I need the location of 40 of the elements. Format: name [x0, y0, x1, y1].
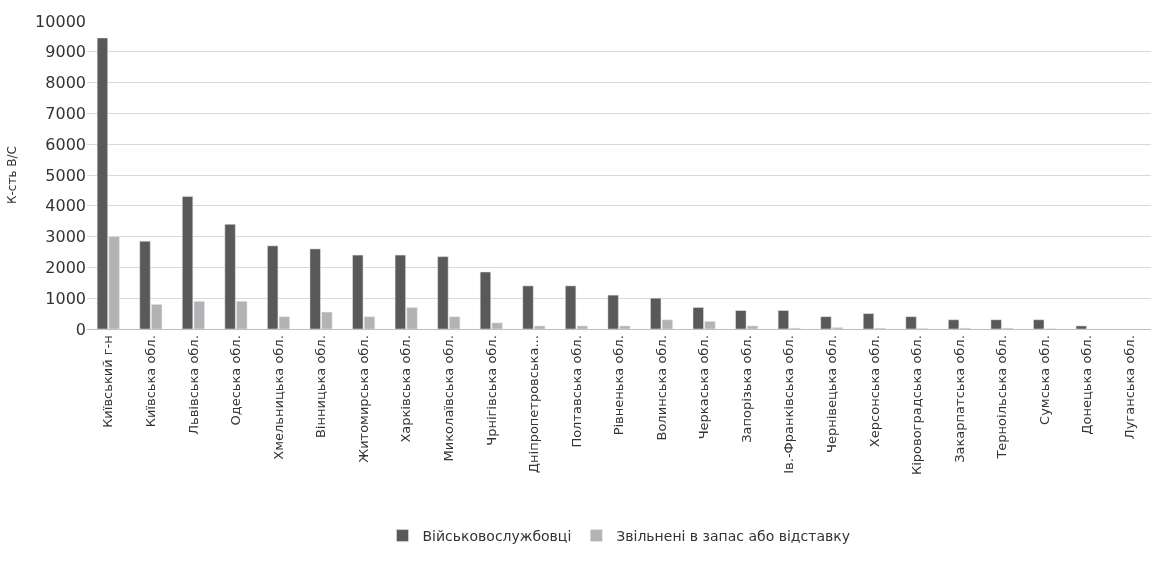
bar [1075, 325, 1087, 329]
y-tick-label: 1000 [45, 288, 86, 308]
y-tick-label: 4000 [45, 196, 86, 216]
x-tick-label: Запорізька обл. [738, 335, 754, 443]
x-tick-label: Житомирська обл. [355, 335, 371, 463]
y-tick-label: 9000 [45, 42, 86, 62]
y-tick-label: 6000 [45, 134, 86, 154]
legend-label: Звільнені в запас або відставку [616, 528, 850, 545]
y-tick-label: 8000 [45, 73, 86, 93]
x-tick-label: Закарпатська обл. [951, 335, 967, 463]
x-tick-label: Хмельницька обл. [270, 335, 286, 460]
x-tick-label: Волинська обл. [653, 335, 669, 441]
x-tick-label: Ів.-Франківська обл. [781, 335, 797, 474]
y-tick-label: 0 [75, 319, 86, 339]
x-tick-label: Чрнігівська обл. [483, 335, 499, 446]
y-tick-label: 3000 [45, 227, 86, 247]
x-tick-label: Чернівецька обл. [824, 335, 840, 454]
x-tick-label: Херсонська обл. [866, 335, 882, 448]
x-tick-label: Сумська обл. [1036, 335, 1052, 425]
x-tick-label: Одеська обл. [228, 335, 244, 426]
legend-label: Військовослужбовці [422, 528, 572, 545]
y-tick-label: 7000 [45, 104, 86, 123]
x-tick-label: Київська обл. [143, 335, 159, 428]
x-tick-label: Кіровоградська обл. [909, 335, 925, 476]
y-tick-label: 10000 [35, 11, 86, 31]
x-tick-label: Донецька обл. [1079, 335, 1095, 435]
y-axis-title: К-сть В/С [5, 146, 20, 204]
x-tick-label: Луганська обл. [1121, 335, 1137, 440]
x-tick-label: Миколаївська обл. [440, 335, 456, 462]
x-tick-label: Вінницька обл. [313, 335, 329, 439]
x-tick-label: Полтавська обл. [568, 335, 584, 448]
x-tick-label: Рівненька обл. [611, 335, 627, 436]
y-tick-label: 2000 [45, 258, 86, 277]
y-tick-label: 5000 [45, 165, 86, 185]
x-tick-label: Київський г-н [100, 335, 116, 428]
x-tick-label: Львівська обл. [185, 335, 201, 435]
x-tick-label: Дніпропетровська... [526, 335, 542, 474]
x-tick-label: Терноільська обл. [994, 335, 1010, 460]
x-tick-label: Черкаська обл. [696, 335, 712, 440]
x-tick-label: Харківська обл. [398, 335, 414, 443]
